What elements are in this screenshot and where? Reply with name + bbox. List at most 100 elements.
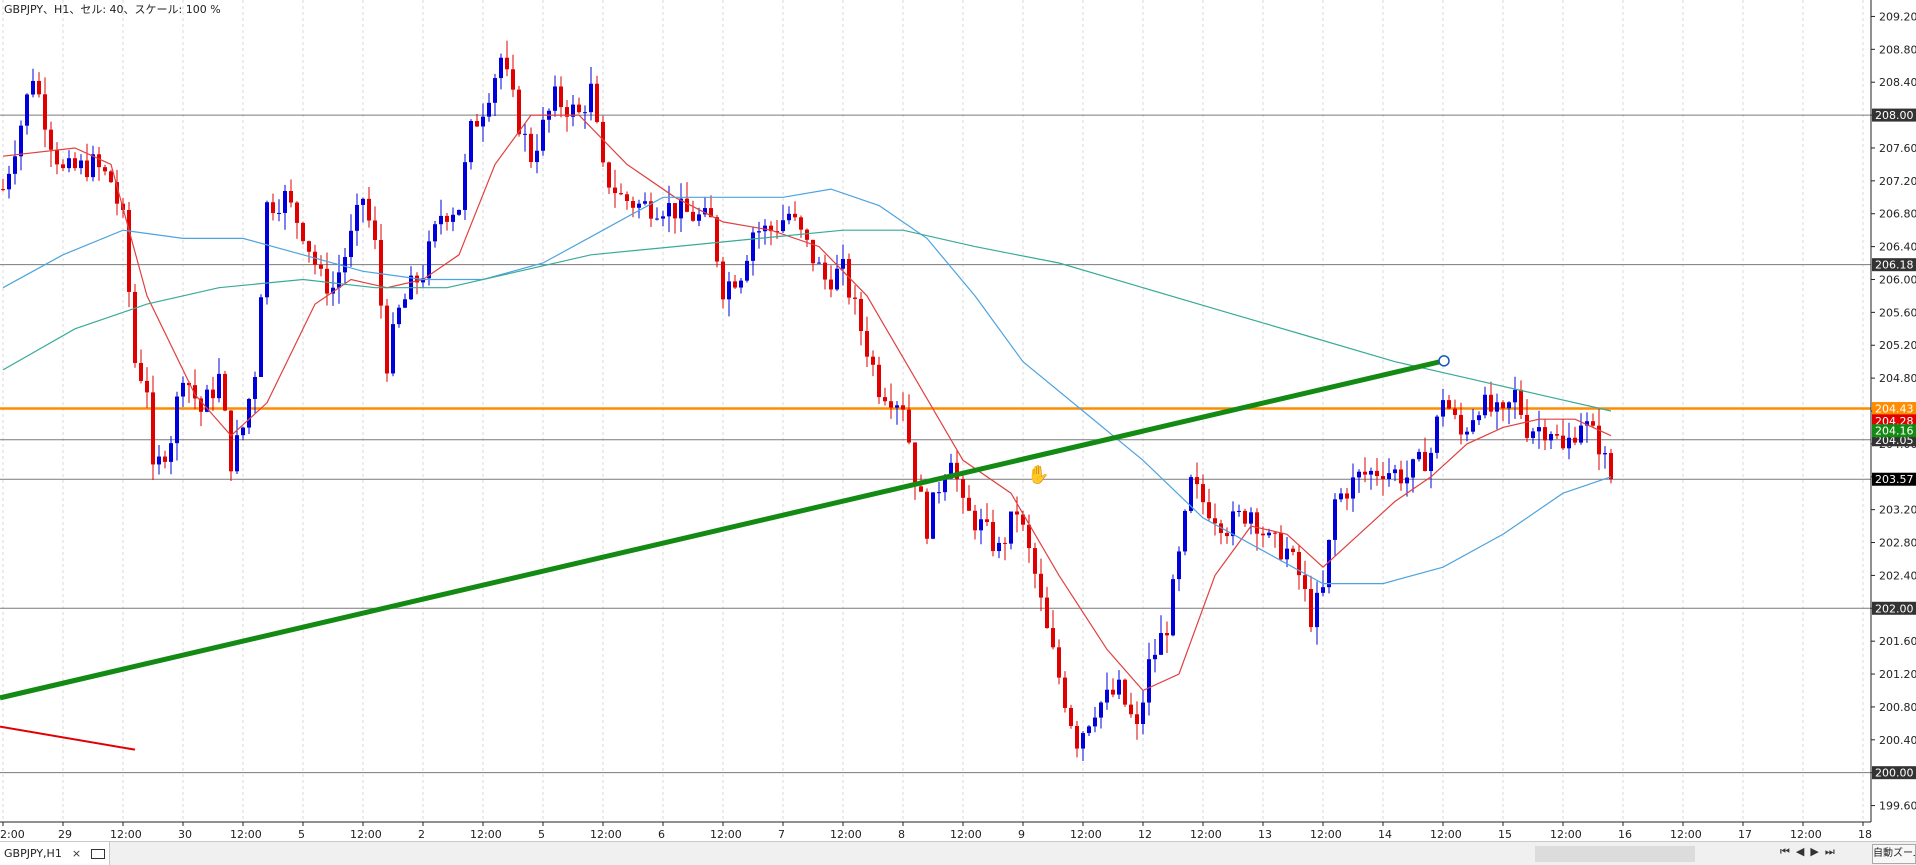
- candle[interactable]: [589, 67, 593, 121]
- candle[interactable]: [1543, 419, 1547, 451]
- candle[interactable]: [259, 294, 263, 378]
- candle[interactable]: [103, 164, 107, 176]
- candle[interactable]: [559, 76, 563, 118]
- candle[interactable]: [1291, 545, 1295, 556]
- candle[interactable]: [1369, 467, 1373, 490]
- candle[interactable]: [703, 197, 707, 217]
- candle[interactable]: [367, 187, 371, 228]
- candle[interactable]: [1147, 642, 1151, 716]
- candle[interactable]: [223, 370, 227, 412]
- scroll-left-icon[interactable]: ◀: [1795, 845, 1805, 858]
- candle[interactable]: [1567, 422, 1571, 460]
- candle[interactable]: [1207, 488, 1211, 522]
- candle[interactable]: [1579, 413, 1583, 445]
- candle[interactable]: [1039, 558, 1043, 612]
- candle[interactable]: [787, 206, 791, 225]
- candle[interactable]: [1009, 511, 1013, 550]
- candle[interactable]: [1507, 401, 1511, 425]
- candle[interactable]: [1459, 402, 1463, 445]
- chart-tab[interactable]: GBPJPY,H1 ×: [0, 842, 111, 865]
- candle[interactable]: [187, 381, 191, 404]
- candle[interactable]: [1561, 418, 1565, 450]
- candle[interactable]: [55, 142, 59, 175]
- candle[interactable]: [1405, 460, 1409, 497]
- candle[interactable]: [1141, 690, 1145, 735]
- candle[interactable]: [1225, 527, 1229, 544]
- candle[interactable]: [553, 75, 557, 117]
- window-icon[interactable]: [91, 848, 106, 859]
- candle[interactable]: [97, 147, 101, 181]
- candle[interactable]: [85, 143, 89, 182]
- candle[interactable]: [979, 508, 983, 545]
- candle[interactable]: [193, 369, 197, 410]
- candle[interactable]: [301, 221, 305, 245]
- candle[interactable]: [331, 271, 335, 306]
- candle[interactable]: [1123, 678, 1127, 707]
- candle[interactable]: [529, 127, 533, 168]
- candle[interactable]: [1237, 504, 1241, 517]
- candle[interactable]: [1177, 546, 1181, 592]
- candle[interactable]: [1081, 731, 1085, 761]
- candle[interactable]: [487, 93, 491, 122]
- candle[interactable]: [1093, 706, 1097, 733]
- candle[interactable]: [133, 283, 137, 368]
- candle[interactable]: [457, 209, 461, 216]
- candle[interactable]: [1063, 671, 1067, 713]
- candle[interactable]: [1339, 488, 1343, 503]
- candle[interactable]: [145, 367, 149, 408]
- candle[interactable]: [1297, 544, 1301, 590]
- candle[interactable]: [469, 119, 473, 170]
- candle[interactable]: [505, 40, 509, 77]
- auto-zoom-button[interactable]: 自動ズーム: [1872, 844, 1916, 864]
- candle[interactable]: [289, 179, 293, 208]
- candle[interactable]: [79, 154, 83, 175]
- candle[interactable]: [169, 436, 173, 475]
- candle[interactable]: [1075, 721, 1079, 758]
- candle[interactable]: [1417, 448, 1421, 462]
- candle[interactable]: [973, 504, 977, 540]
- candle[interactable]: [853, 285, 857, 315]
- candle[interactable]: [43, 77, 47, 148]
- candle[interactable]: [1609, 448, 1613, 484]
- scroll-right-icon[interactable]: ▶: [1810, 845, 1819, 858]
- candle[interactable]: [877, 356, 881, 404]
- candle[interactable]: [535, 134, 539, 174]
- candle[interactable]: [361, 197, 365, 223]
- candle[interactable]: [1471, 408, 1475, 435]
- candle[interactable]: [1381, 461, 1385, 496]
- candlesticks[interactable]: [1, 40, 1613, 761]
- candle[interactable]: [217, 358, 221, 403]
- candle[interactable]: [163, 450, 167, 469]
- candle[interactable]: [763, 219, 767, 245]
- candle[interactable]: [373, 206, 377, 250]
- candle[interactable]: [751, 226, 755, 276]
- candle[interactable]: [769, 221, 773, 246]
- candle[interactable]: [295, 201, 299, 239]
- candle[interactable]: [1135, 701, 1139, 740]
- candle[interactable]: [661, 210, 665, 227]
- candle[interactable]: [25, 93, 29, 135]
- candle[interactable]: [865, 316, 869, 368]
- candle[interactable]: [595, 75, 599, 124]
- candle[interactable]: [1309, 575, 1313, 633]
- candle[interactable]: [1129, 692, 1133, 718]
- candle[interactable]: [883, 387, 887, 406]
- horizontal-scrollbar[interactable]: [1535, 846, 1695, 862]
- candle[interactable]: [451, 207, 455, 232]
- candle[interactable]: [1591, 413, 1595, 427]
- candle[interactable]: [247, 397, 251, 435]
- candle[interactable]: [241, 426, 245, 441]
- candle[interactable]: [577, 97, 581, 114]
- candle[interactable]: [1003, 537, 1007, 561]
- candle[interactable]: [61, 159, 65, 172]
- candle[interactable]: [1531, 427, 1535, 444]
- candle[interactable]: [1519, 380, 1523, 419]
- candle[interactable]: [109, 169, 113, 184]
- candle[interactable]: [1585, 412, 1589, 443]
- candle[interactable]: [679, 183, 683, 232]
- candle[interactable]: [619, 183, 623, 196]
- candle[interactable]: [781, 204, 785, 234]
- candle[interactable]: [139, 349, 143, 384]
- trend-lines[interactable]: [0, 355, 1450, 751]
- candle[interactable]: [1045, 586, 1049, 629]
